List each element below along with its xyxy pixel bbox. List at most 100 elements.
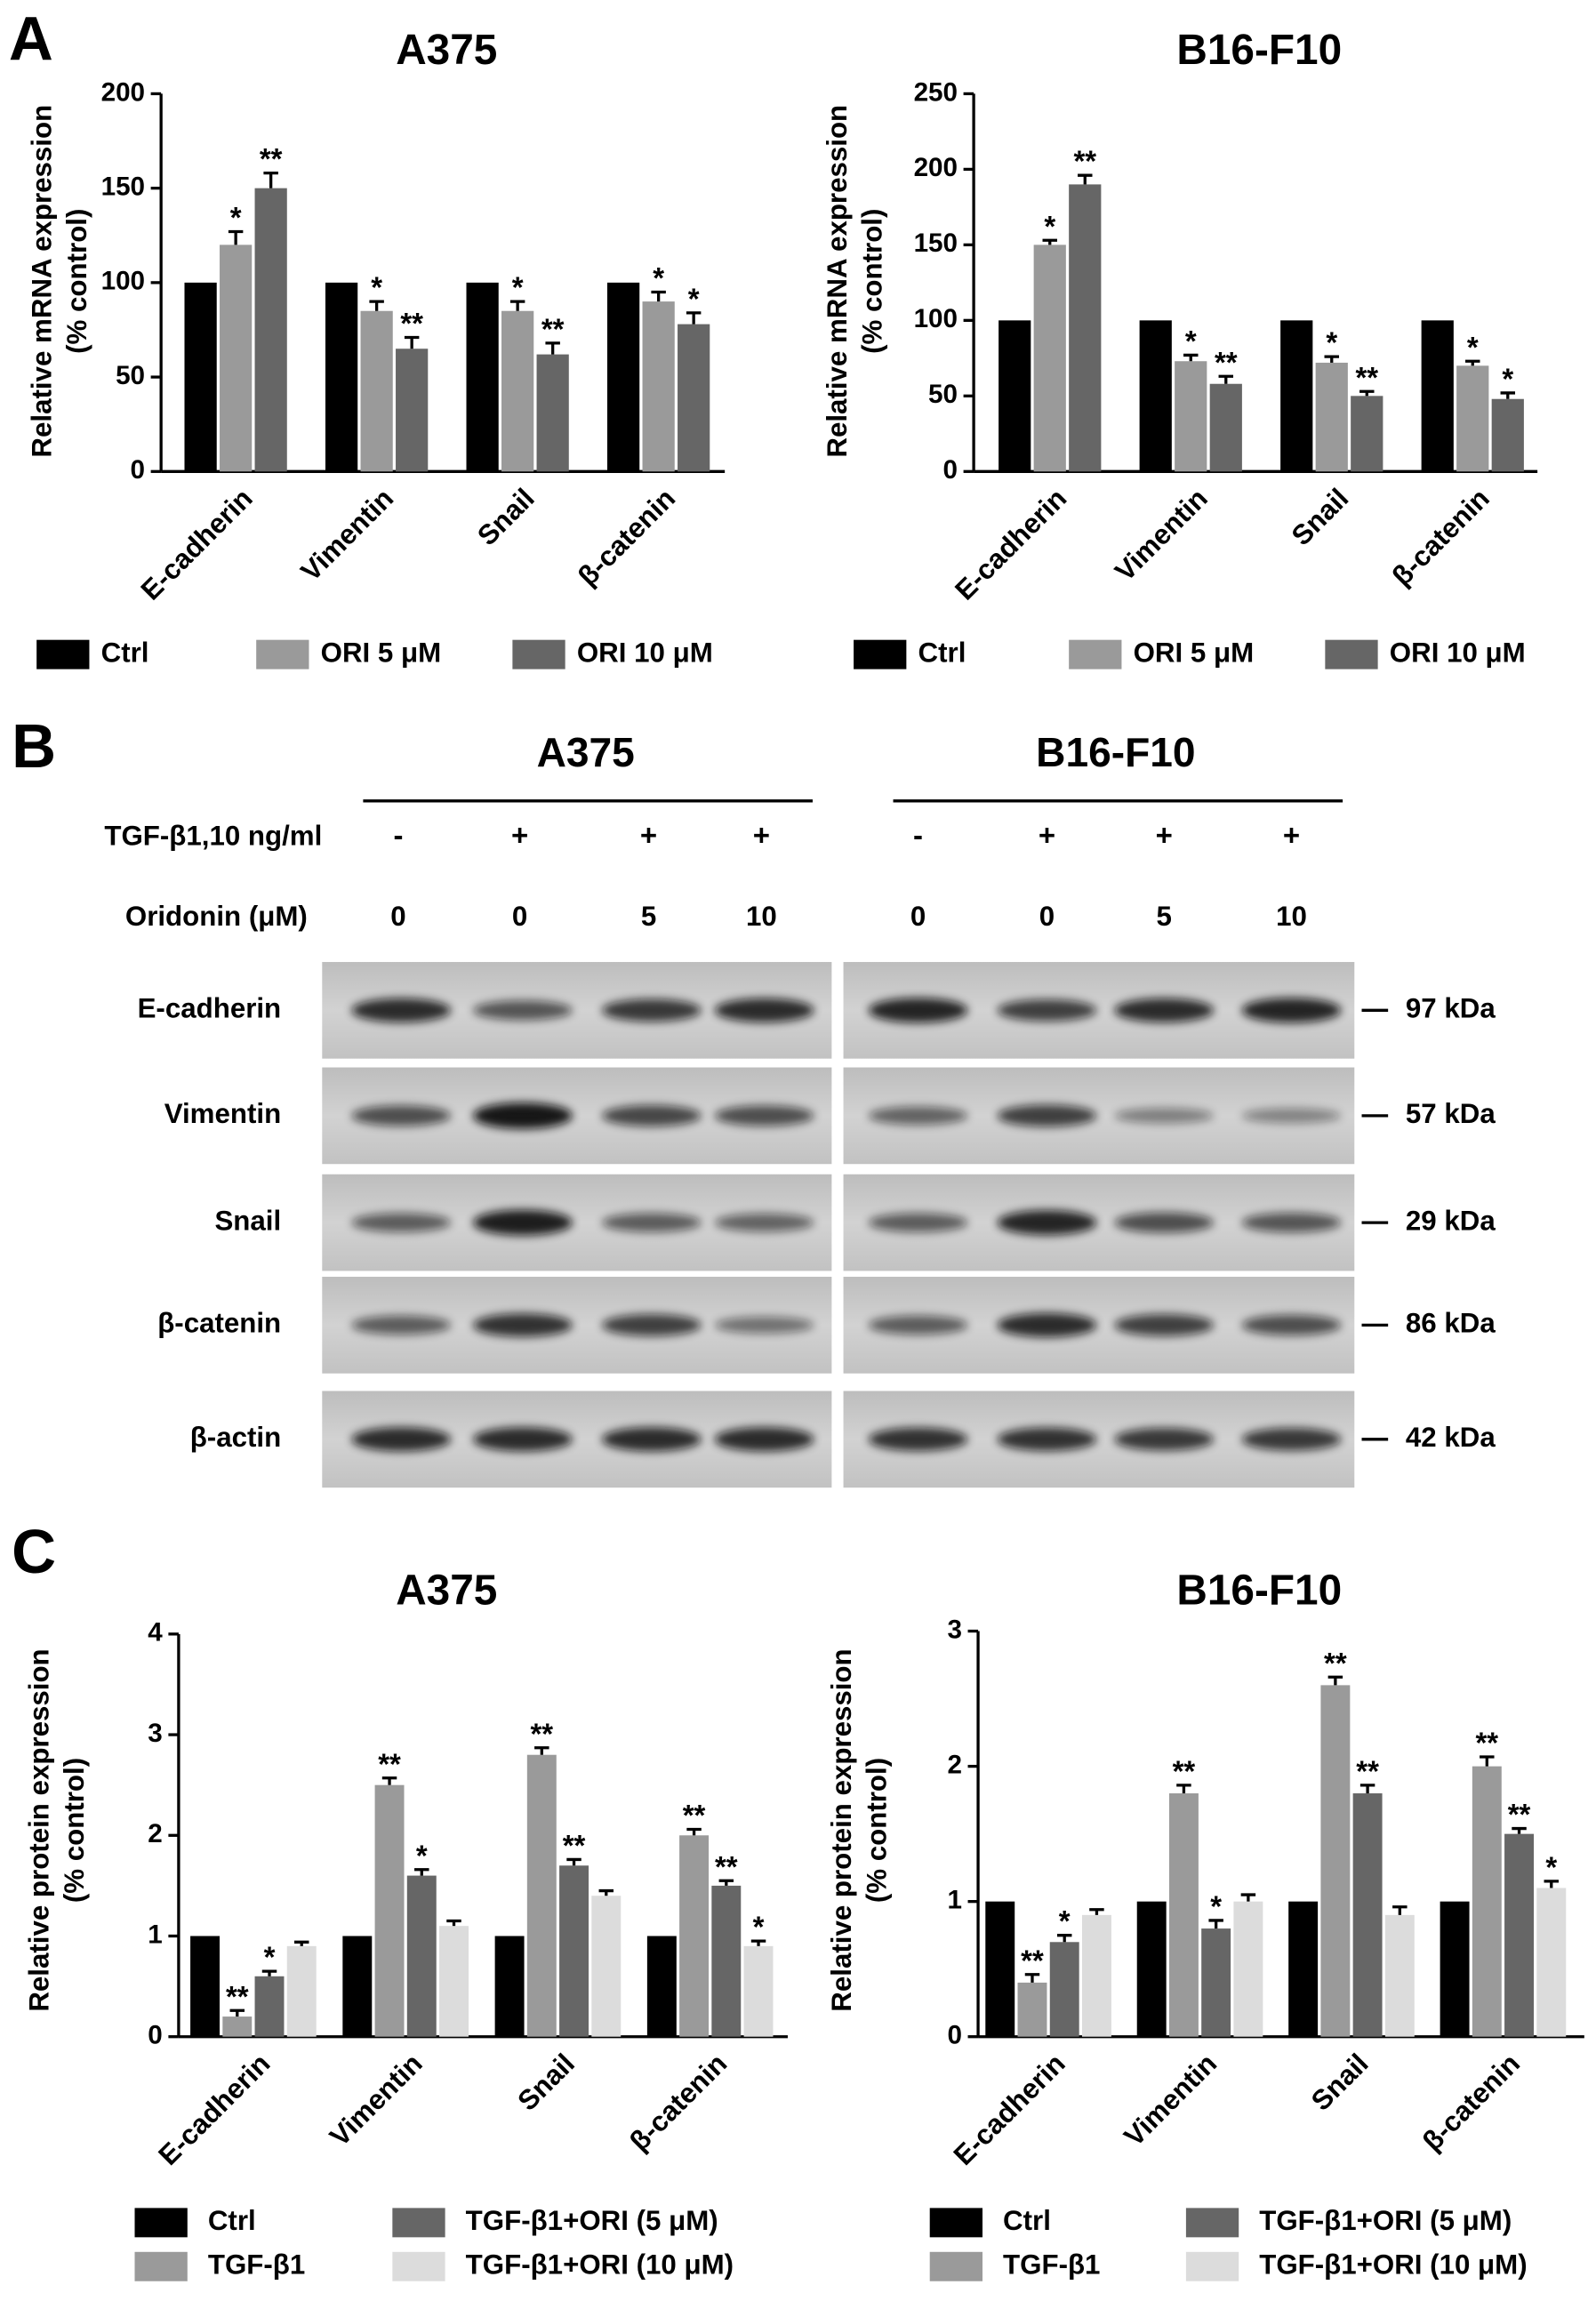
y-tick-label: 100 xyxy=(101,267,145,296)
bar xyxy=(999,320,1031,472)
bar xyxy=(559,1865,589,2037)
blot-band xyxy=(601,1314,702,1336)
blot-band xyxy=(1241,998,1342,1023)
blot-band xyxy=(997,1312,1097,1337)
bar xyxy=(1069,184,1102,472)
dose-label: 0 xyxy=(1039,901,1055,932)
panel-label: A xyxy=(9,4,53,74)
blot-band xyxy=(351,998,452,1022)
legend-swatch xyxy=(392,2208,445,2238)
error-bar xyxy=(545,341,560,355)
significance-label: * xyxy=(264,1941,276,1974)
bar xyxy=(360,310,393,472)
blot-band xyxy=(868,1427,968,1452)
error-bar xyxy=(750,1939,766,1946)
error-bar xyxy=(1240,1893,1256,1902)
bar xyxy=(1536,1888,1567,2037)
blot-band xyxy=(997,1210,1097,1236)
legend-label: ORI 5 μM xyxy=(321,637,442,668)
significance-label: * xyxy=(416,1839,428,1872)
x-tick-label: E-cadherin xyxy=(949,483,1072,606)
legend-swatch xyxy=(1069,639,1122,669)
blot-band xyxy=(714,1427,814,1452)
error-bar xyxy=(1208,1919,1223,1929)
error-bar xyxy=(598,1888,614,1896)
blot-band xyxy=(351,1213,452,1232)
significance-label: ** xyxy=(541,312,565,345)
y-axis-label: (% control) xyxy=(856,209,887,354)
x-tick-label: β-catenin xyxy=(572,483,681,592)
error-bar xyxy=(1500,391,1516,399)
significance-label: ** xyxy=(1508,1798,1531,1831)
bar xyxy=(711,1885,742,2037)
significance-label: ** xyxy=(400,307,423,340)
error-bar xyxy=(1465,359,1480,366)
bar xyxy=(1175,361,1207,472)
bar xyxy=(743,1945,774,2037)
bar xyxy=(286,1945,317,2037)
bar xyxy=(254,1976,285,2037)
error-bar xyxy=(1512,1826,1527,1834)
bar xyxy=(1136,1901,1167,2037)
y-tick-label: 3 xyxy=(947,1615,961,1644)
bar xyxy=(678,324,710,472)
y-tick-label: 250 xyxy=(914,77,958,107)
y-tick-label: 50 xyxy=(928,380,958,409)
legend-swatch xyxy=(134,2208,188,2238)
blot-group-title: A375 xyxy=(537,729,635,775)
bar xyxy=(642,301,675,472)
blot-band xyxy=(714,1213,814,1232)
significance-label: * xyxy=(371,271,382,304)
blot-band xyxy=(997,1427,1097,1452)
significance-label: * xyxy=(688,282,700,315)
x-tick-label: E-cadherin xyxy=(135,483,259,606)
legend-swatch xyxy=(36,639,90,669)
x-tick-label: Vimentin xyxy=(295,483,400,588)
legend-label: Ctrl xyxy=(208,2205,256,2236)
y-tick-label: 100 xyxy=(914,304,958,333)
error-bar xyxy=(566,1857,581,1866)
size-label: 86 kDa xyxy=(1406,1308,1496,1339)
row-label: TGF-β1,10 ng/ml xyxy=(104,820,322,851)
treatment-sign: + xyxy=(1283,819,1300,852)
blot-band xyxy=(1241,1314,1342,1335)
treatment-sign: + xyxy=(753,819,770,852)
y-tick-label: 0 xyxy=(148,2021,162,2050)
blot-band xyxy=(601,1104,702,1126)
bar xyxy=(679,1835,710,2037)
bar xyxy=(184,282,217,472)
bar xyxy=(1440,1901,1470,2037)
error-bar xyxy=(446,1919,461,1927)
legend-label: ORI 5 μM xyxy=(1134,637,1255,668)
blot-group-title: B16-F10 xyxy=(1036,729,1195,775)
error-bar xyxy=(1359,389,1375,397)
significance-label: * xyxy=(1185,325,1197,357)
y-tick-label: 0 xyxy=(947,2021,961,2050)
bar xyxy=(406,1875,437,2037)
y-tick-label: 2 xyxy=(947,1750,961,1779)
blot-band xyxy=(472,1313,573,1337)
dose-label: 10 xyxy=(1276,901,1307,932)
blot-band xyxy=(868,998,968,1023)
blot-band xyxy=(714,1316,814,1334)
treatment-sign: + xyxy=(640,819,657,852)
panel-label: C xyxy=(12,1517,56,1586)
bar xyxy=(220,245,253,472)
error-bar xyxy=(1078,173,1093,185)
bar xyxy=(1081,1914,1111,2037)
chart-title: A375 xyxy=(396,1567,497,1614)
significance-label: ** xyxy=(378,1747,401,1780)
bar xyxy=(1139,320,1172,472)
x-tick-label: Vimentin xyxy=(1109,483,1214,588)
dose-label: 5 xyxy=(641,901,656,932)
blot-band xyxy=(1241,1428,1342,1451)
error-bar xyxy=(1056,1934,1072,1943)
y-axis-label: Relative protein expression xyxy=(826,1648,857,2011)
error-bar xyxy=(1544,1880,1560,1888)
blot-band xyxy=(1114,1314,1215,1336)
significance-label: ** xyxy=(1355,361,1378,394)
x-tick-label: Snail xyxy=(1305,2048,1375,2117)
error-bar xyxy=(229,2008,245,2017)
error-bar xyxy=(404,335,420,349)
significance-label: ** xyxy=(226,1980,249,2013)
